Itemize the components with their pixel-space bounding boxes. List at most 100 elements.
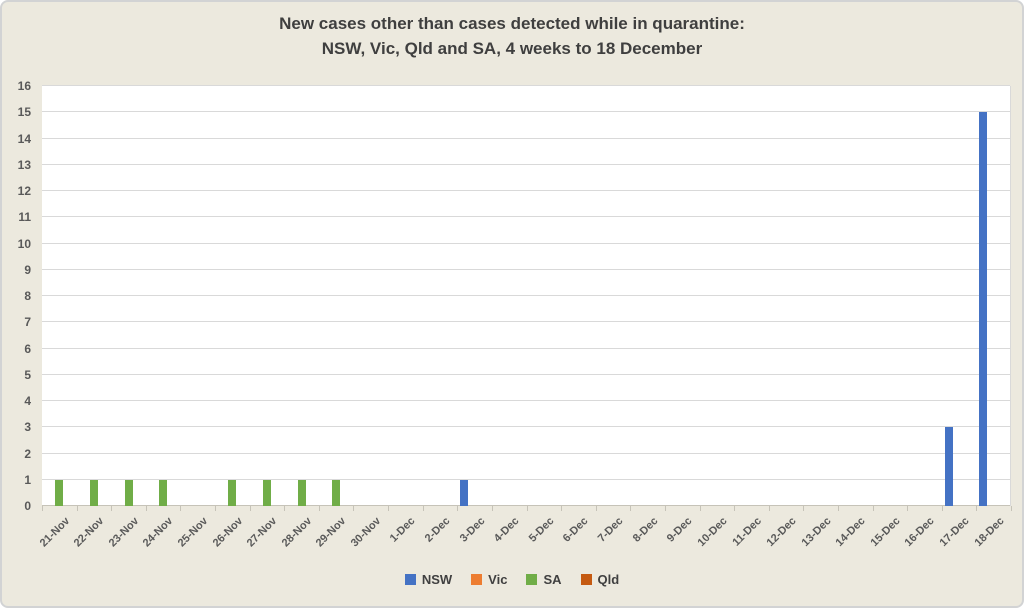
x-axis-label: 22-Nov [71,515,107,550]
bar-nsw-17-dec [944,427,953,506]
gridline [42,426,1010,428]
x-axis-label: 3-Dec [457,515,488,545]
x-axis-label: 7-Dec [595,515,626,545]
x-axis-tick [630,506,632,511]
x-axis-tick [803,506,805,511]
gridline [42,400,1010,401]
bar-sa-29-nov [332,479,341,506]
legend-label: SA [543,572,562,587]
y-axis-label: 11 [18,210,31,225]
x-axis-tick [837,506,839,511]
y-axis-label: 1 [24,472,31,487]
x-axis-tick [249,506,251,511]
x-axis-label: 26-Nov [210,515,245,550]
y-axis-label: 6 [24,341,31,356]
gridline [42,163,1010,165]
x-axis-tick [734,506,736,511]
y-axis-label: 5 [24,367,31,382]
x-axis-tick [595,506,597,511]
legend-swatch-vic [471,574,483,585]
gridline [42,137,1010,139]
y-axis-label: 0 [24,499,31,513]
x-axis-label: 11-Dec [730,515,764,549]
legend-item-qld: Qld [580,572,620,587]
legend-swatch-qld [580,574,592,585]
x-axis-label: 24-Nov [141,515,176,550]
x-axis-label: 14-Dec [833,515,868,549]
legend-label: Qld [597,572,620,587]
x-axis-tick [941,506,943,511]
x-axis-tick [215,506,217,511]
y-axis-label: 8 [24,289,31,303]
gridline [42,111,1010,113]
y-axis-label: 9 [24,262,31,277]
bar-sa-22-nov [89,479,98,506]
x-axis-tick [42,506,43,511]
x-axis-tick [561,506,563,511]
x-axis-tick [145,506,147,511]
x-axis-tick [907,506,909,511]
legend-swatch-sa [526,574,538,585]
y-axis-label: 15 [17,105,31,120]
bar-sa-26-nov [228,479,237,506]
x-axis-label: 17-Dec [937,515,972,549]
x-axis-label: 9-Dec [665,515,695,545]
x-axis-label: 21-Nov [37,515,72,550]
gridline [42,347,1010,349]
legend-item-nsw: NSW [404,572,453,587]
x-axis-label: 18-Dec [972,515,1007,549]
x-axis-label: 29-Nov [314,515,349,550]
x-axis-label: 15-Dec [868,515,903,549]
bar-sa-27-nov [262,479,271,506]
gridline [42,268,1010,270]
x-axis-label: 1-Dec [388,515,418,545]
y-axis-label: 13 [17,157,31,172]
bar-nsw-18-dec [979,112,988,506]
legend-swatch-nsw [404,574,416,585]
x-axis-tick [768,506,770,511]
x-axis-label: 4-Dec [492,515,522,545]
legend-item-vic: Vic [471,572,507,587]
x-axis-tick [318,506,320,511]
x-axis-tick [526,506,528,511]
gridline [42,373,1010,375]
bar-sa-21-nov [55,479,64,506]
bar-sa-23-nov [124,479,133,506]
bar-nsw-3-dec [460,479,469,506]
y-axis-label: 2 [24,446,31,461]
x-axis-tick [664,506,666,511]
legend: NSW Vic SA Qld [2,572,1022,587]
x-axis-label: 27-Nov [245,515,280,550]
x-axis-tick [76,506,78,511]
gridline [42,478,1010,480]
x-axis-label: 13-Dec [799,515,834,549]
x-axis-label: 23-Nov [106,515,142,550]
x-axis-tick [976,506,978,511]
x-axis-label: 10-Dec [695,515,730,549]
x-axis-label: 8-Dec [630,515,661,545]
gridline [42,321,1010,323]
chart-title-line-2: NSW, Vic, Qld and SA, 4 weeks to 18 Dece… [321,39,703,58]
gridline [42,295,1010,296]
x-axis-label: 6-Dec [561,515,591,545]
x-axis-label: 2-Dec [422,515,453,545]
chart-title: New cases other than cases detected whil… [2,11,1022,61]
bar-sa-28-nov [297,479,306,506]
plot-area [42,85,1011,506]
x-axis-tick [388,506,390,511]
x-axis-tick [284,506,286,511]
gridline [42,216,1010,218]
x-axis-label: 5-Dec [526,515,557,545]
y-axis-label: 16 [17,79,31,93]
x-axis-label: 16-Dec [902,515,937,549]
y-axis-label: 3 [24,420,31,435]
bar-sa-24-nov [159,479,168,506]
y-axis-label: 10 [17,236,31,251]
legend-item-sa: SA [526,572,562,587]
x-axis-tick [353,506,355,511]
legend-label: NSW [421,572,453,587]
legend-label: Vic [488,572,508,587]
gridline [42,452,1010,454]
x-axis-tick [872,506,874,511]
